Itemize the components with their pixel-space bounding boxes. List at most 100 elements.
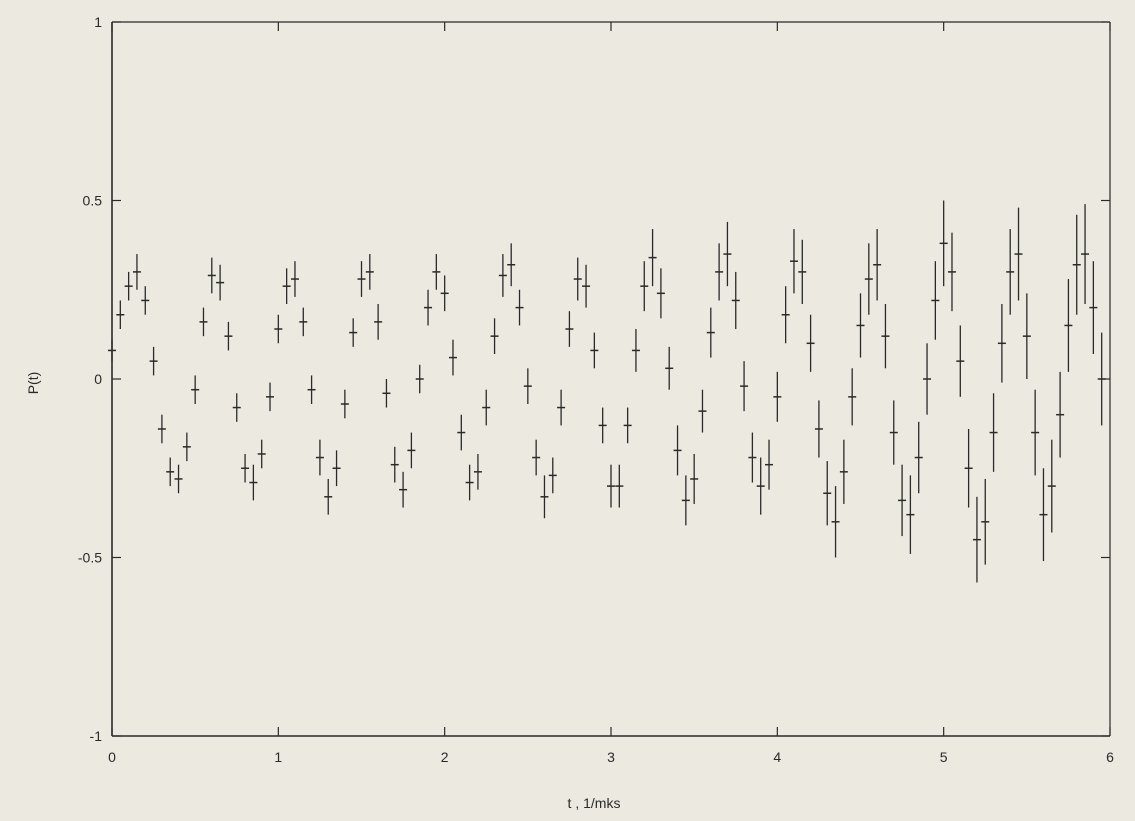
data-point xyxy=(382,379,391,408)
data-point xyxy=(673,425,682,476)
data-point xyxy=(1081,204,1090,305)
data-point xyxy=(174,464,183,494)
data-point xyxy=(124,271,133,301)
data-point xyxy=(1089,261,1098,355)
data-point xyxy=(939,200,948,287)
data-point xyxy=(690,453,699,504)
y-tick-label: 0.5 xyxy=(83,193,103,209)
data-point xyxy=(1064,279,1073,372)
data-point xyxy=(415,364,424,394)
data-point xyxy=(1056,371,1065,458)
data-point xyxy=(723,221,732,287)
data-point xyxy=(972,496,981,583)
x-tick-label: 6 xyxy=(1106,749,1114,765)
data-point xyxy=(631,329,640,372)
y-tick-label: -0.5 xyxy=(78,550,102,566)
x-tick-label: 5 xyxy=(940,749,948,765)
data-point xyxy=(241,453,250,483)
data-point xyxy=(266,382,275,412)
data-point xyxy=(540,475,549,519)
data-point xyxy=(756,457,765,515)
x-axis-label: t , 1/mks xyxy=(568,795,621,811)
data-point xyxy=(582,264,591,308)
x-tick-label: 4 xyxy=(773,749,781,765)
data-point xyxy=(715,243,724,301)
data-point xyxy=(457,414,466,451)
data-point xyxy=(565,311,574,347)
data-point xyxy=(224,321,233,351)
data-point xyxy=(1022,293,1031,379)
data-points xyxy=(108,200,1106,583)
data-point xyxy=(681,475,690,526)
data-point xyxy=(1047,439,1056,533)
data-point xyxy=(307,375,316,404)
data-point xyxy=(607,464,615,508)
data-point xyxy=(157,414,166,444)
data-point xyxy=(873,229,882,301)
data-point xyxy=(706,307,715,358)
data-point xyxy=(424,289,433,326)
data-point xyxy=(1006,229,1015,315)
data-point xyxy=(923,343,932,415)
data-point xyxy=(390,446,399,483)
data-point xyxy=(598,407,607,444)
data-point xyxy=(448,339,457,376)
data-point xyxy=(216,264,225,301)
data-point xyxy=(781,286,790,344)
data-point xyxy=(507,243,516,287)
y-tick-label: -1 xyxy=(90,728,103,744)
y-tick-label: 1 xyxy=(94,14,102,30)
data-point xyxy=(731,271,740,330)
data-point xyxy=(773,371,782,422)
data-point xyxy=(199,307,208,337)
data-point xyxy=(1039,468,1048,562)
data-point xyxy=(432,254,441,290)
data-point xyxy=(249,464,258,501)
data-point xyxy=(324,478,333,515)
data-point xyxy=(989,393,998,472)
data-point xyxy=(116,300,125,330)
data-point xyxy=(640,261,649,312)
data-point xyxy=(839,439,848,504)
data-point xyxy=(365,254,374,290)
data-point xyxy=(798,239,807,305)
data-point xyxy=(332,450,341,487)
data-point xyxy=(765,439,774,490)
x-axis-ticks: 0 1 2 3 4 5 6 xyxy=(108,22,1114,765)
data-point xyxy=(823,461,832,526)
data-point xyxy=(299,307,308,337)
data-point xyxy=(698,389,707,433)
data-point xyxy=(615,464,624,508)
data-point xyxy=(490,318,499,355)
data-point xyxy=(182,432,191,462)
data-point xyxy=(656,268,665,319)
data-point xyxy=(789,229,798,294)
data-point xyxy=(548,457,557,494)
data-point xyxy=(981,478,990,565)
data-point xyxy=(374,304,383,340)
x-tick-label: 1 xyxy=(274,749,282,765)
x-tick-label: 0 xyxy=(108,749,116,765)
data-point xyxy=(274,314,283,344)
data-point xyxy=(997,304,1006,383)
data-point xyxy=(399,471,408,508)
data-point xyxy=(623,407,632,444)
data-point xyxy=(914,421,923,494)
data-point xyxy=(282,268,291,305)
data-point xyxy=(523,368,532,404)
data-point xyxy=(149,346,158,376)
data-point xyxy=(665,346,674,390)
data-point xyxy=(532,439,541,476)
data-point xyxy=(648,229,657,287)
data-point xyxy=(947,232,956,312)
data-point xyxy=(1014,207,1023,301)
data-point xyxy=(407,432,416,469)
data-point xyxy=(881,304,890,369)
x-tick-label: 3 xyxy=(607,749,615,765)
data-point xyxy=(290,261,299,297)
data-point xyxy=(956,325,965,397)
data-point xyxy=(473,453,482,490)
data-point xyxy=(141,286,150,315)
data-point xyxy=(898,464,907,537)
